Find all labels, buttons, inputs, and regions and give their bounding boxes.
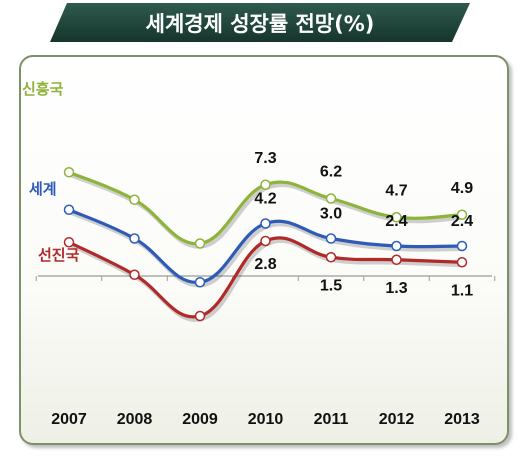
title-banner-shape [50,3,470,42]
data-point-marker [325,252,337,263]
chart-frame [19,55,509,445]
data-label: 2.8 [254,256,276,273]
data-point-marker [391,240,402,252]
data-label: 1.5 [320,277,342,294]
x-tick-label: 2012 [379,411,415,428]
data-label: 4.9 [451,180,473,197]
data-label: 1.1 [451,282,473,299]
data-label: 2.4 [451,213,473,230]
data-point-marker [129,194,140,205]
data-label: 6.2 [320,164,342,181]
series-label: 선진국 [38,246,80,264]
data-label: 4.2 [254,191,276,208]
data-point-marker [194,277,206,288]
data-point-marker [260,218,271,229]
series-label: 신흥국 [22,80,64,98]
data-point-marker [129,233,140,244]
data-label: 7.3 [254,150,276,167]
x-tick-label: 2007 [51,411,87,428]
data-point-marker [129,269,140,280]
x-tick-label: 2013 [444,411,480,428]
data-point-marker [194,238,206,249]
series-label: 세계 [29,180,57,198]
data-point-marker [63,237,75,248]
data-point-marker [194,310,206,322]
data-point-marker [260,235,271,247]
x-tick-label: 2011 [314,411,349,428]
data-point-marker [456,240,468,252]
data-point-marker [456,209,468,220]
data-point-marker [456,257,468,268]
data-label: 3.0 [320,206,342,223]
x-tick-label: 2008 [117,411,153,428]
chart-title: 세계경제 성장률 전망(%) [146,12,375,36]
data-point-marker [325,233,337,244]
title-banner: 세계경제 성장률 전망(%) [50,3,470,42]
data-point-marker [391,212,402,223]
data-point-marker [63,204,75,215]
data-point-marker [260,179,271,190]
data-point-marker [63,167,75,178]
x-tick-label: 2009 [182,411,218,428]
x-tick-label: 2010 [248,411,284,428]
data-label: 1.3 [385,280,407,297]
data-label: 2.4 [385,213,407,230]
data-point-marker [325,193,337,204]
data-point-marker [391,254,402,265]
data-label: 4.7 [385,182,407,199]
